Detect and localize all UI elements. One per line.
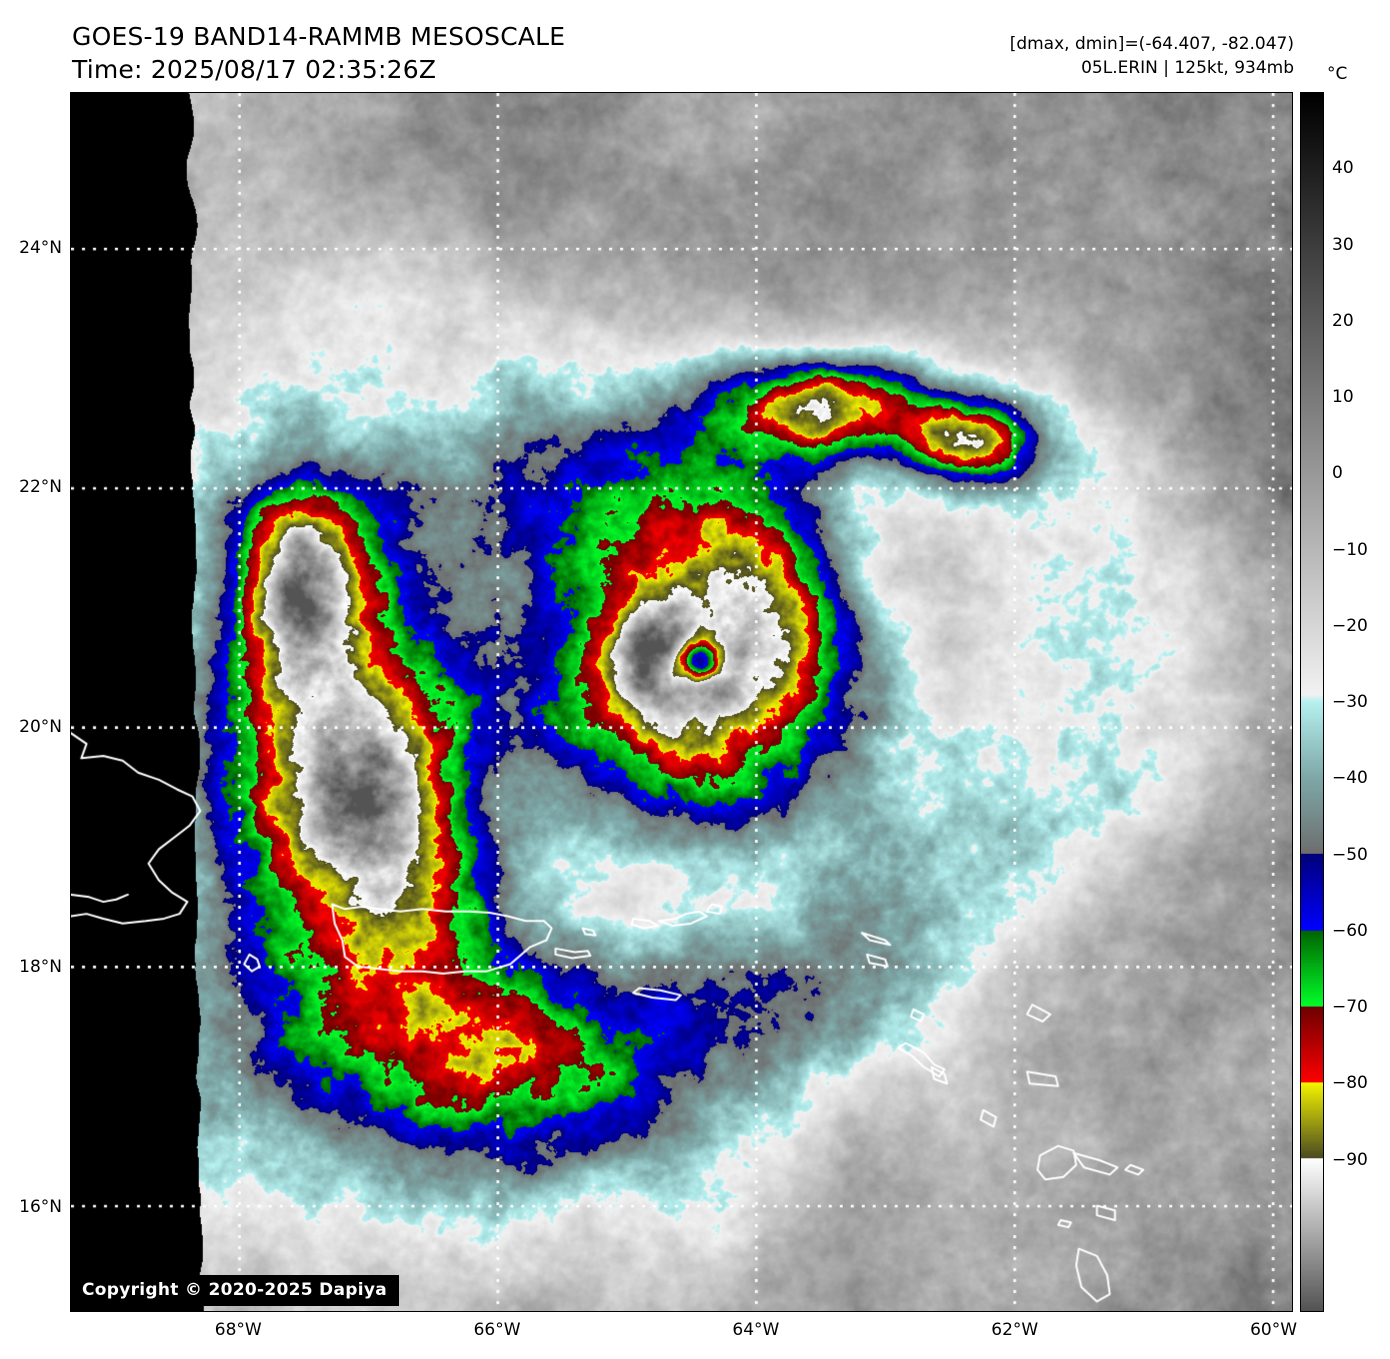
lon-tick-label: 66°W [473, 1320, 521, 1340]
lat-tick-label: 20°N [19, 717, 62, 738]
dmax-dmin-label: [dmax, dmin]=(-64.407, -82.047) [1009, 34, 1294, 54]
colorbar-tick-label: −40 [1332, 768, 1368, 789]
lon-tick-label: 68°W [214, 1320, 262, 1340]
lon-tick-label: 60°W [1250, 1320, 1298, 1340]
colorbar-tick-label: 20 [1332, 310, 1354, 331]
colorbar-tick-label: −30 [1332, 692, 1368, 712]
colorbar-gradient [1301, 93, 1323, 1311]
lon-tick-label: 62°W [991, 1320, 1039, 1340]
colorbar-tick-label: −50 [1332, 844, 1368, 865]
copyright-watermark: Copyright © 2020-2025 Dapiya [70, 1275, 399, 1306]
lat-tick-label: 18°N [19, 956, 62, 977]
colorbar-tick-label: 40 [1332, 158, 1354, 179]
lon-tick-label: 64°W [732, 1320, 780, 1340]
colorbar-tick-label: −80 [1332, 1073, 1368, 1094]
lat-tick-label: 16°N [19, 1196, 62, 1217]
timestamp-label: Time: 2025/08/17 02:35:26Z [72, 55, 437, 84]
colorbar-tick-label: 30 [1332, 234, 1354, 255]
metadata-block: [dmax, dmin]=(-64.407, -82.047) 05L.ERIN… [1010, 32, 1294, 80]
temperature-colorbar [1300, 92, 1324, 1312]
page-title: GOES-19 BAND14-RAMMB MESOSCALE Time: 202… [72, 20, 565, 86]
coastline-and-gridline-overlay [71, 93, 1292, 1311]
product-title: GOES-19 BAND14-RAMMB MESOSCALE [72, 22, 566, 51]
colorbar-tick-label: −90 [1332, 1149, 1368, 1170]
lat-tick-label: 22°N [19, 477, 62, 498]
satellite-image-plot [70, 92, 1293, 1312]
colorbar-tick-label: −10 [1332, 539, 1368, 560]
colorbar-tick-label: −20 [1332, 615, 1368, 636]
colorbar-tick-label: 0 [1332, 463, 1343, 484]
storm-info-label: 05L.ERIN | 125kt, 934mb [1081, 58, 1294, 78]
lat-tick-label: 24°N [19, 237, 62, 258]
colorbar-tick-label: 10 [1332, 387, 1354, 407]
colorbar-unit-label: °C [1327, 64, 1348, 84]
colorbar-tick-label: −60 [1332, 920, 1368, 941]
colorbar-tick-label: −70 [1332, 997, 1368, 1017]
